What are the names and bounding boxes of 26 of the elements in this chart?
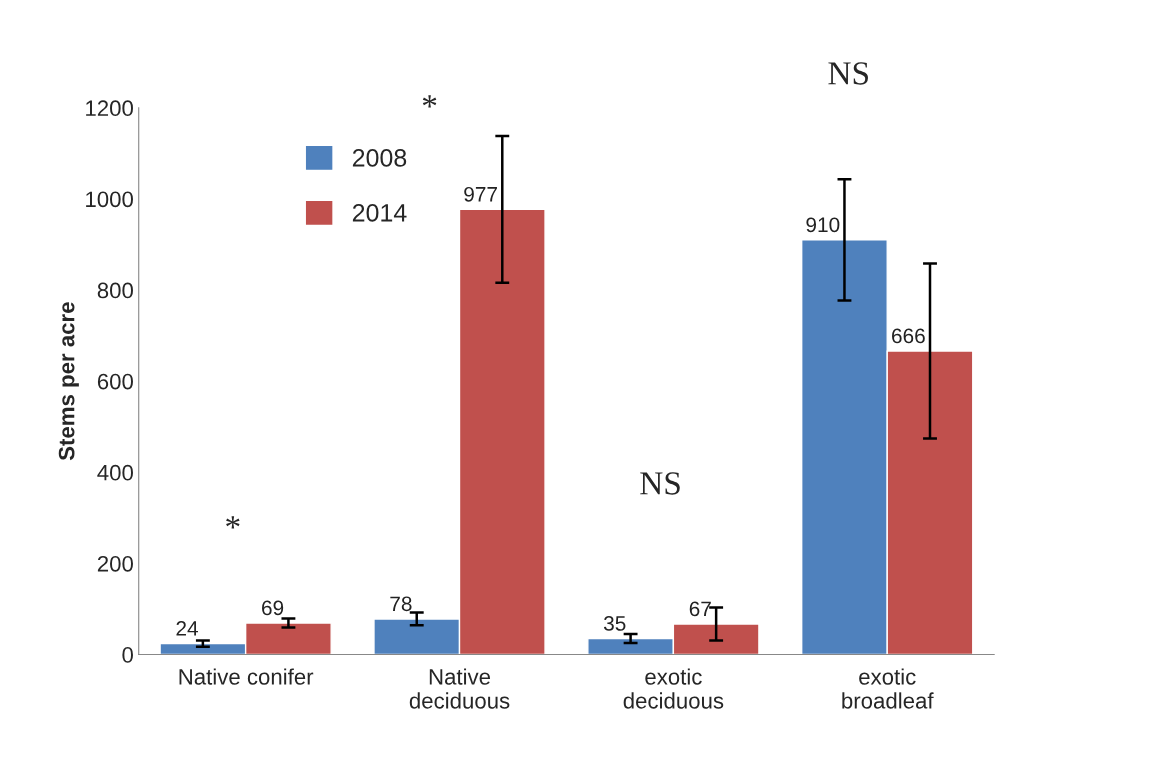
text: * (422, 95, 437, 108)
data-label: 666 (892, 328, 925, 344)
y-tick-label: 400 (97, 464, 133, 481)
y-tick-label: 600 (97, 373, 133, 390)
data-label: 24 (176, 621, 198, 636)
y-tick-label: 800 (97, 282, 133, 299)
data-label: 35 (603, 616, 626, 631)
annotation: NS (640, 472, 680, 495)
annotation: * (226, 516, 240, 529)
x-tick-label: exotic deciduous (623, 668, 724, 709)
data-label: 67 (689, 601, 711, 617)
data-label: 78 (390, 596, 412, 612)
legend-label: 2014 (352, 203, 407, 222)
y-tick-label: 0 (122, 647, 133, 663)
data-label: 910 (806, 217, 840, 233)
y-tick-label: 1000 (86, 191, 133, 208)
legend-label: 2008 (352, 148, 407, 167)
data-label: 977 (464, 186, 497, 202)
x-tick-label: exotic broadleaf (842, 668, 934, 709)
x-tick-label: Native conifer (179, 668, 314, 685)
text: NS (828, 62, 868, 85)
y-tick-label: 200 (97, 555, 133, 572)
y-axis-title: Stems per acre (58, 302, 79, 461)
y-tick-label: 1200 (86, 100, 133, 117)
data-label: 69 (262, 600, 284, 616)
x-tick-label: Native deciduous (409, 668, 510, 709)
